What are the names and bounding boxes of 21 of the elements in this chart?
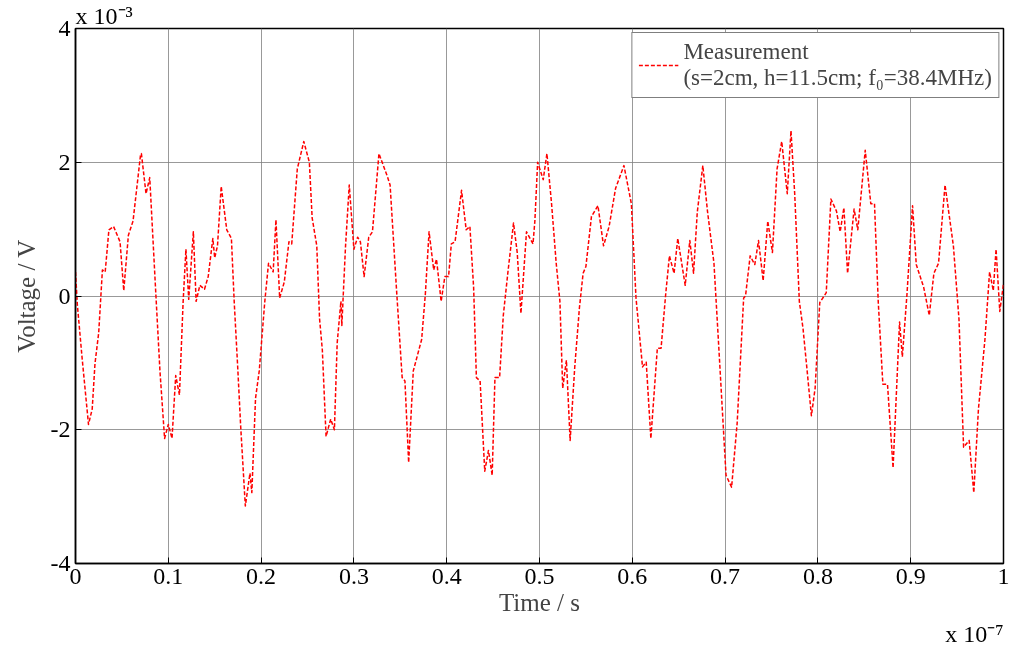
text: x 10⁻³ <box>75 2 133 29</box>
x-tick-label: 1 <box>997 562 1010 589</box>
text: x 10⁻⁷ <box>945 620 1004 646</box>
x-tick-label: 0.5 <box>524 562 555 589</box>
y-axis-title: Voltage / V <box>12 239 40 353</box>
y-tick-label: 4 <box>58 15 71 41</box>
line-series <box>75 130 1004 507</box>
x-tick-label: 0.9 <box>895 562 926 589</box>
x-tick-label: 0.7 <box>710 562 741 589</box>
y-tick-label: 2 <box>58 148 71 175</box>
y-tick-label: 0 <box>58 282 71 309</box>
x-tick-label: 0.4 <box>431 562 462 589</box>
legend-label: Measurement (s=2cm, h=11.5cm; f₀=38.4MHz) <box>683 39 992 91</box>
x-tick-label: 0.3 <box>338 562 369 589</box>
y-tick-label: -4 <box>50 550 71 576</box>
x-axis-title: Time / s <box>498 588 581 616</box>
x-tick-label: 0.8 <box>802 562 833 589</box>
y-tick-label: -2 <box>50 416 71 443</box>
x-tick-label: 0.1 <box>153 562 184 589</box>
x-tick-label: 0.2 <box>246 562 277 589</box>
x-tick-label: 0.6 <box>617 562 648 589</box>
